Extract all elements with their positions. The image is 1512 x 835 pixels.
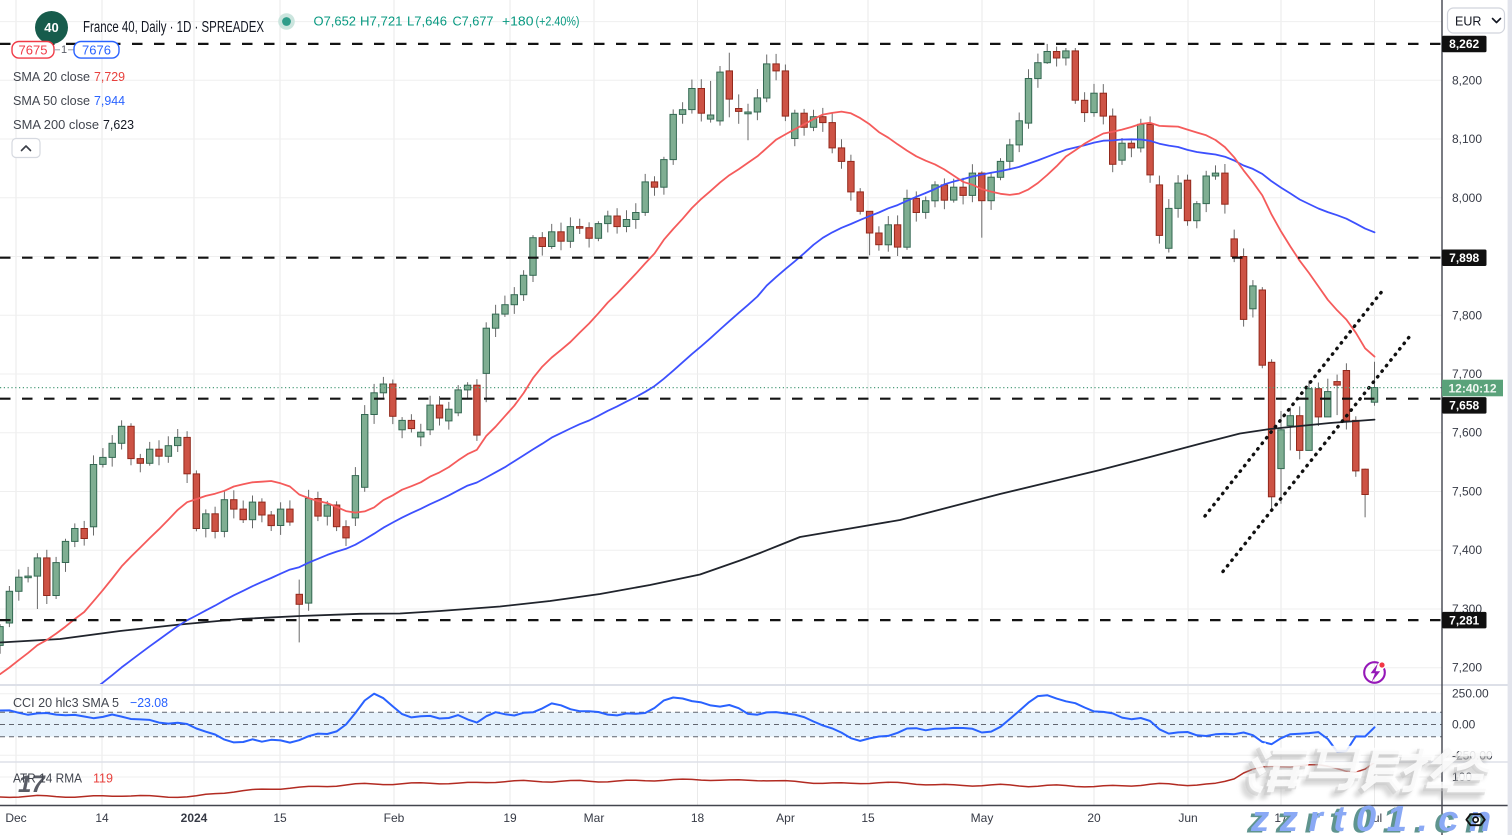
- svg-text:0.00: 0.00: [1452, 718, 1476, 732]
- svg-text:zzrt01.cn: zzrt01.cn: [1246, 800, 1498, 835]
- svg-text:17: 17: [18, 771, 46, 798]
- svg-text:8,100: 8,100: [1452, 132, 1482, 146]
- svg-text:ATR 14 RMA: ATR 14 RMA: [13, 771, 82, 786]
- svg-text:Apr: Apr: [776, 811, 795, 825]
- svg-text:8,262: 8,262: [1449, 37, 1479, 51]
- svg-text:7,200: 7,200: [1452, 661, 1482, 675]
- svg-text:C7,677: C7,677: [453, 14, 494, 29]
- svg-text:(+2.40%): (+2.40%): [536, 14, 580, 29]
- svg-text:7,600: 7,600: [1452, 426, 1482, 440]
- svg-text:2024: 2024: [181, 811, 208, 825]
- svg-text:7,800: 7,800: [1452, 308, 1482, 322]
- svg-text:L7,646: L7,646: [407, 14, 447, 29]
- svg-text:15: 15: [861, 811, 875, 825]
- svg-text:May: May: [971, 811, 994, 825]
- svg-text:Jul: Jul: [1367, 811, 1382, 825]
- svg-text:France 40, Daily · 1D · SPREAD: France 40, Daily · 1D · SPREADEX: [83, 19, 264, 36]
- svg-text:15: 15: [273, 811, 287, 825]
- svg-text:7676: 7676: [82, 42, 111, 57]
- svg-text:7,729: 7,729: [94, 69, 125, 84]
- svg-text:−23.08: −23.08: [130, 695, 168, 710]
- svg-text:SMA 20 close: SMA 20 close: [13, 69, 90, 84]
- svg-text:8,200: 8,200: [1452, 73, 1482, 87]
- svg-text:40: 40: [44, 20, 58, 35]
- svg-text:7,700: 7,700: [1452, 367, 1482, 381]
- svg-text:Mar: Mar: [584, 811, 605, 825]
- svg-text:18: 18: [691, 811, 705, 825]
- svg-text:SMA 50 close: SMA 50 close: [13, 93, 90, 108]
- svg-text:O7,652: O7,652: [314, 14, 357, 29]
- svg-text:SMA 200 close: SMA 200 close: [13, 117, 99, 132]
- svg-text:zzrt01.cn: zzrt01.cn: [1250, 798, 1502, 835]
- svg-text:14: 14: [95, 811, 109, 825]
- svg-text:7,944: 7,944: [94, 93, 125, 108]
- svg-text:7,400: 7,400: [1452, 543, 1482, 557]
- svg-text:119: 119: [93, 771, 113, 786]
- svg-text:20: 20: [1087, 811, 1101, 825]
- svg-text:EUR: EUR: [1455, 15, 1481, 29]
- svg-text:+180: +180: [502, 14, 534, 29]
- svg-text:7,623: 7,623: [103, 117, 134, 132]
- svg-text:19: 19: [503, 811, 517, 825]
- svg-text:7,281: 7,281: [1449, 613, 1479, 627]
- svg-text:8,000: 8,000: [1452, 191, 1482, 205]
- svg-text:17: 17: [1274, 811, 1288, 825]
- svg-text:7,898: 7,898: [1449, 251, 1479, 265]
- svg-text:1: 1: [61, 44, 67, 56]
- svg-text:7,500: 7,500: [1452, 485, 1482, 499]
- svg-text:Feb: Feb: [384, 811, 405, 825]
- svg-text:7675: 7675: [19, 42, 48, 57]
- svg-text:250.00: 250.00: [1452, 687, 1489, 701]
- svg-text:CCI 20 hlc3 SMA 5: CCI 20 hlc3 SMA 5: [13, 695, 119, 710]
- svg-text:12:40:12: 12:40:12: [1448, 381, 1496, 395]
- svg-text:Dec: Dec: [5, 811, 26, 825]
- svg-text:7,658: 7,658: [1449, 399, 1479, 413]
- svg-text:Jun: Jun: [1178, 811, 1197, 825]
- svg-text:H7,721: H7,721: [360, 14, 403, 29]
